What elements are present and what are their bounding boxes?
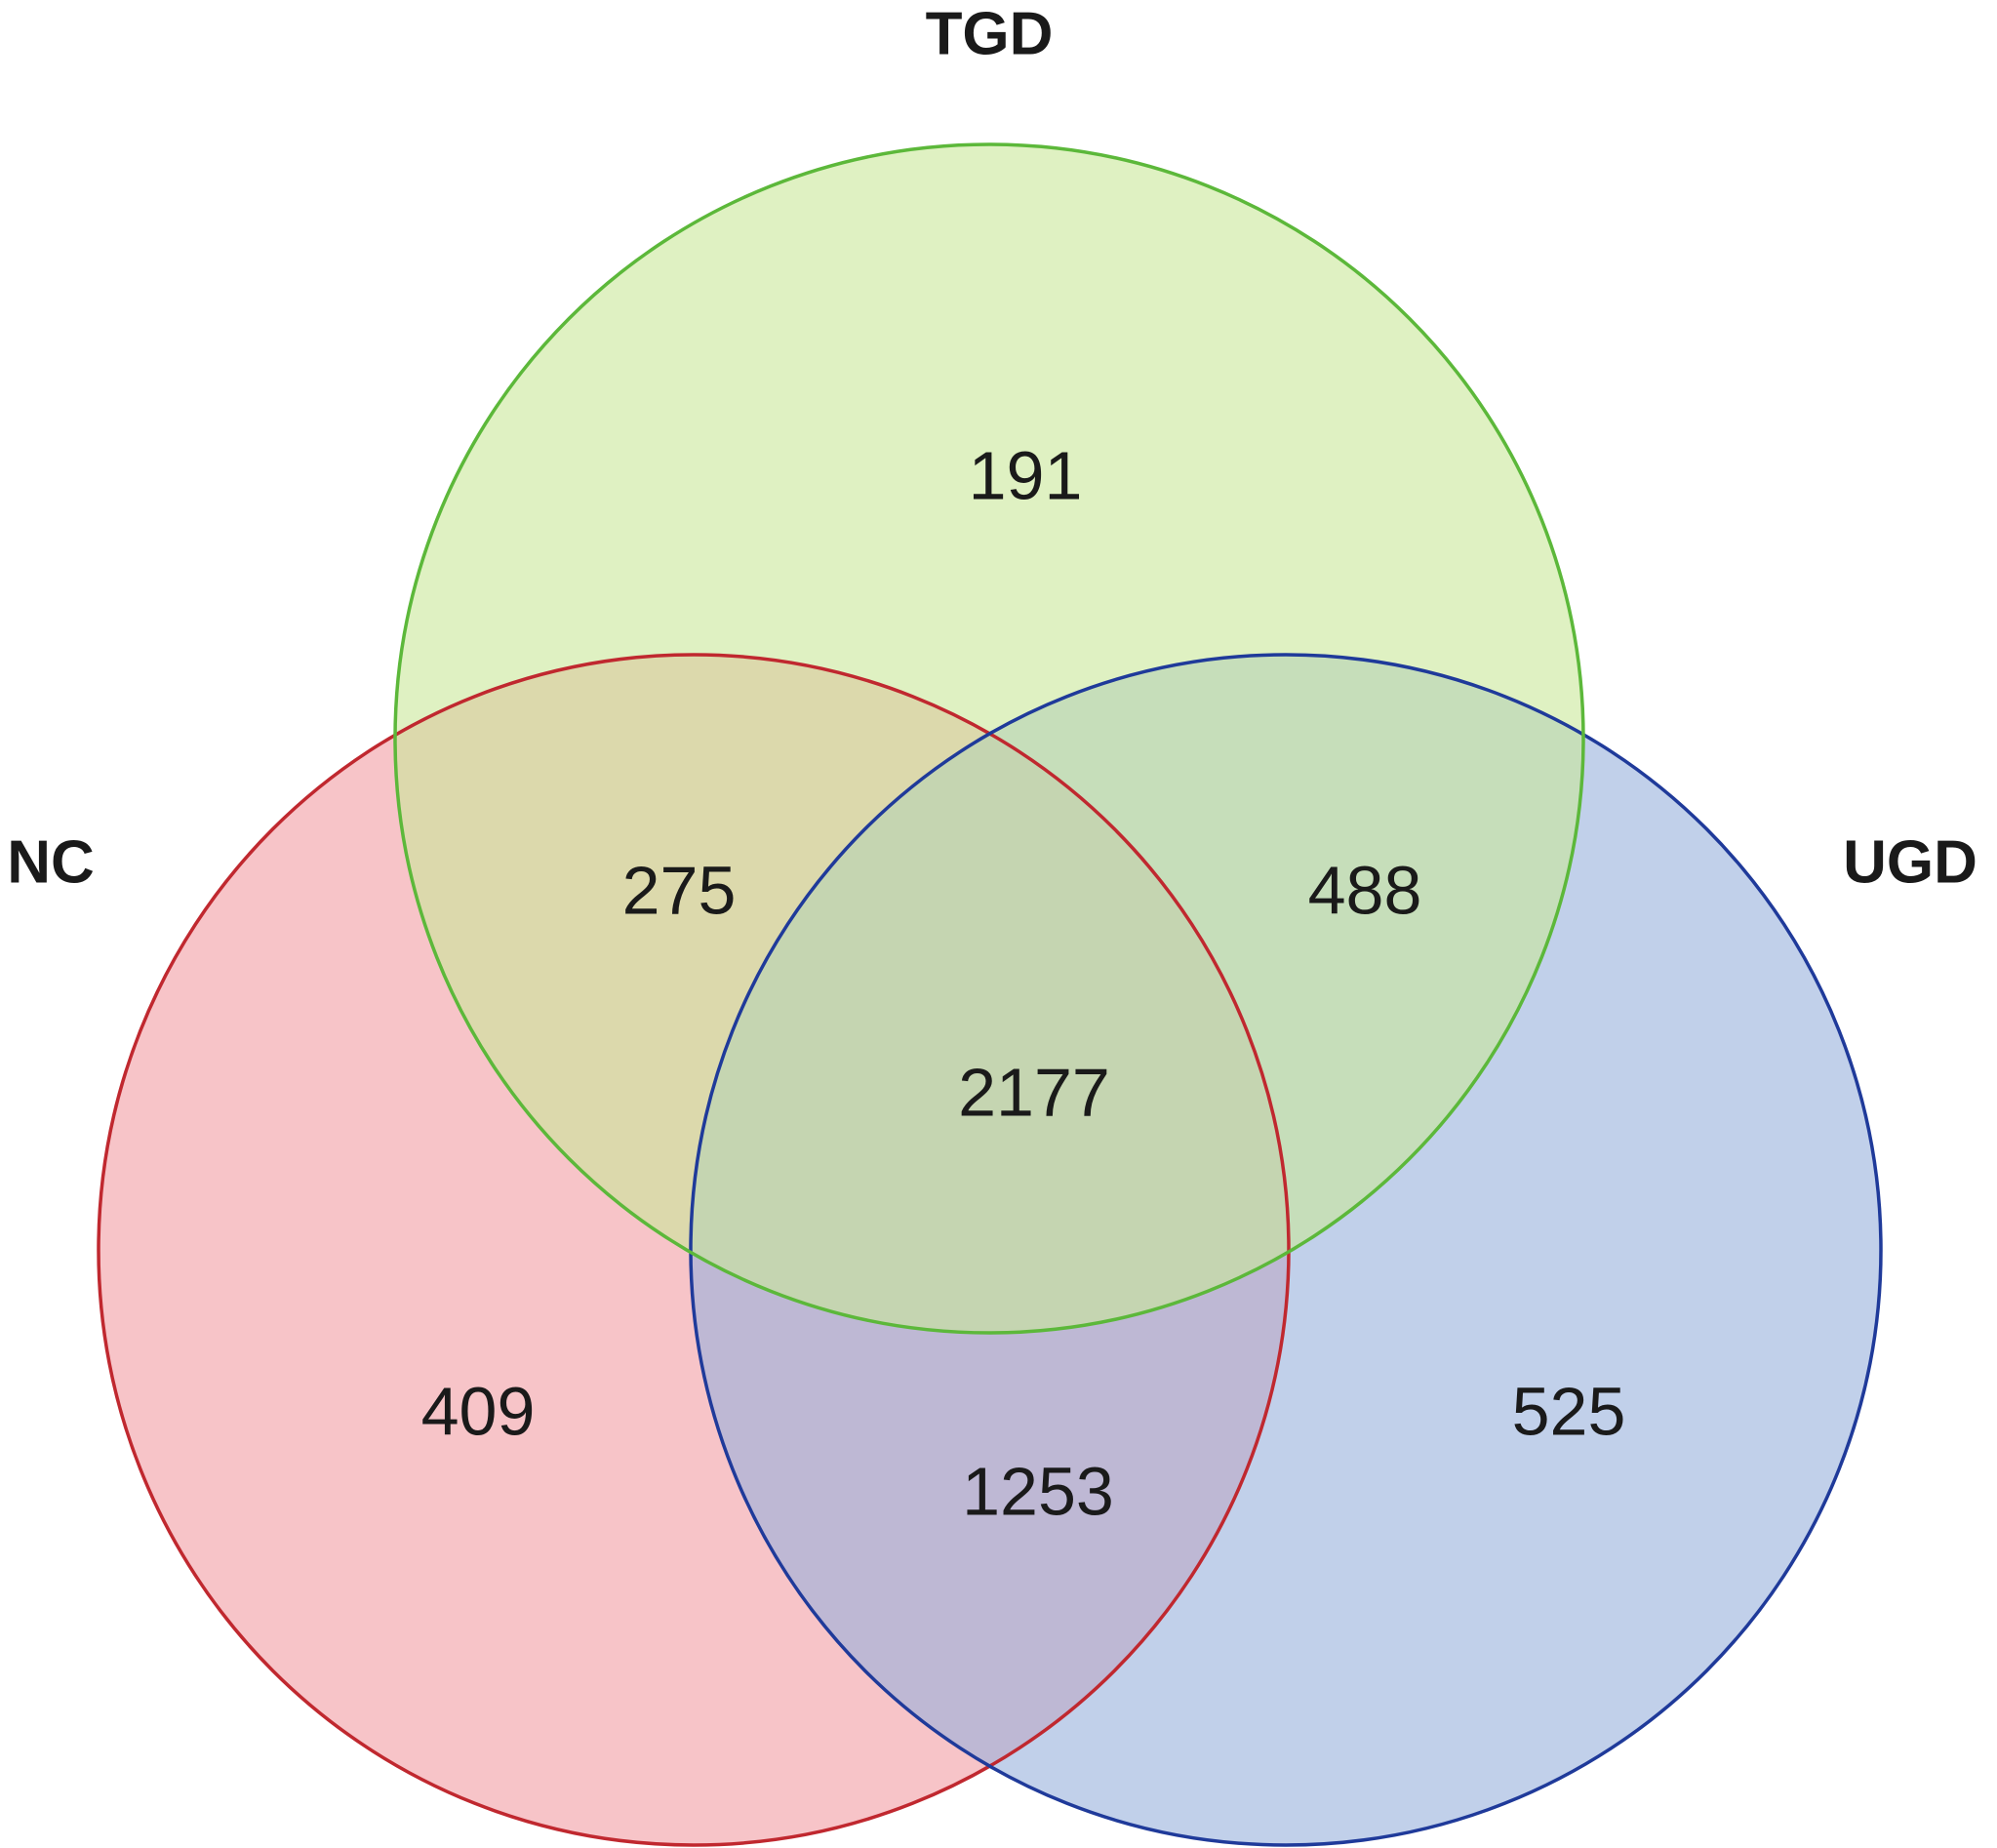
region-count: 1253	[962, 1453, 1114, 1529]
set-outline	[97, 653, 1291, 1847]
set-label: UGD	[1843, 828, 1977, 896]
set-outline	[393, 142, 1585, 1335]
region-count: 488	[1308, 852, 1422, 928]
region-count: 191	[969, 437, 1083, 513]
set-label: TGD	[926, 0, 1054, 67]
set-label: NC	[7, 828, 95, 896]
set-outline	[689, 653, 1883, 1847]
region-count: 409	[421, 1373, 536, 1449]
circles	[97, 142, 1883, 1847]
region-count: 525	[1512, 1373, 1626, 1449]
labels: TGD NC UGD 191 275 488 2177 409 1253 525	[7, 0, 1977, 1529]
region-count: 2177	[958, 1054, 1110, 1130]
set-circle	[395, 144, 1583, 1333]
region-count: 275	[622, 852, 737, 928]
